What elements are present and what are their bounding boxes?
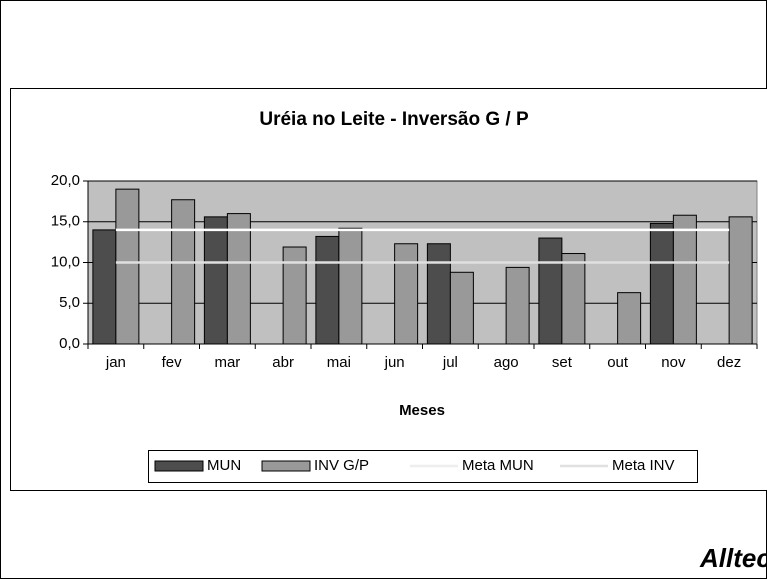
x-tick-label: jul [442,354,458,371]
bar [538,237,563,345]
x-tick-label: jan [105,354,126,371]
bar [226,213,251,345]
y-tick-label: 5,0 [59,294,80,311]
legend-label: MUN [207,457,241,474]
bar [426,243,451,345]
y-tick-label: 20,0 [51,172,80,189]
y-tick-label: 0,0 [59,335,80,352]
legend-label: Meta INV [612,457,675,474]
logo: Alltech [699,543,767,573]
legend-swatch [261,460,311,472]
legend-label: INV G/P [314,457,369,474]
bar [171,199,196,345]
chart: Uréia no Leite - Inversão G / P Meses [259,109,529,419]
x-tick-label: ago [494,354,519,371]
x-tick-label: abr [272,354,294,371]
y-tick-label: 10,0 [51,253,80,270]
x-tick-label: set [552,354,573,371]
bar [617,292,642,345]
bar [649,222,674,345]
bar [672,214,697,345]
x-tick-label: dez [717,354,741,371]
x-tick-label: fev [162,354,183,371]
bar [315,235,340,345]
x-tick-label: nov [661,354,686,371]
x-tick-label: mai [327,354,351,371]
y-tick-label: 15,0 [51,213,80,230]
x-tick-label: jun [384,354,405,371]
legend-label: Meta MUN [462,457,534,474]
bar [728,216,753,345]
x-tick-label: mar [214,354,240,371]
bar [338,227,363,345]
bar [561,253,586,345]
chart-title: Uréia no Leite - Inversão G / P [259,109,529,130]
bar [505,266,530,345]
bar [449,271,474,345]
legend-swatch [154,460,204,472]
x-tick-label: out [607,354,629,371]
bar [394,243,419,345]
bar [203,216,228,345]
bar [115,188,140,345]
bar [92,229,117,345]
bar [282,246,307,345]
x-axis-label: Meses [399,402,445,419]
